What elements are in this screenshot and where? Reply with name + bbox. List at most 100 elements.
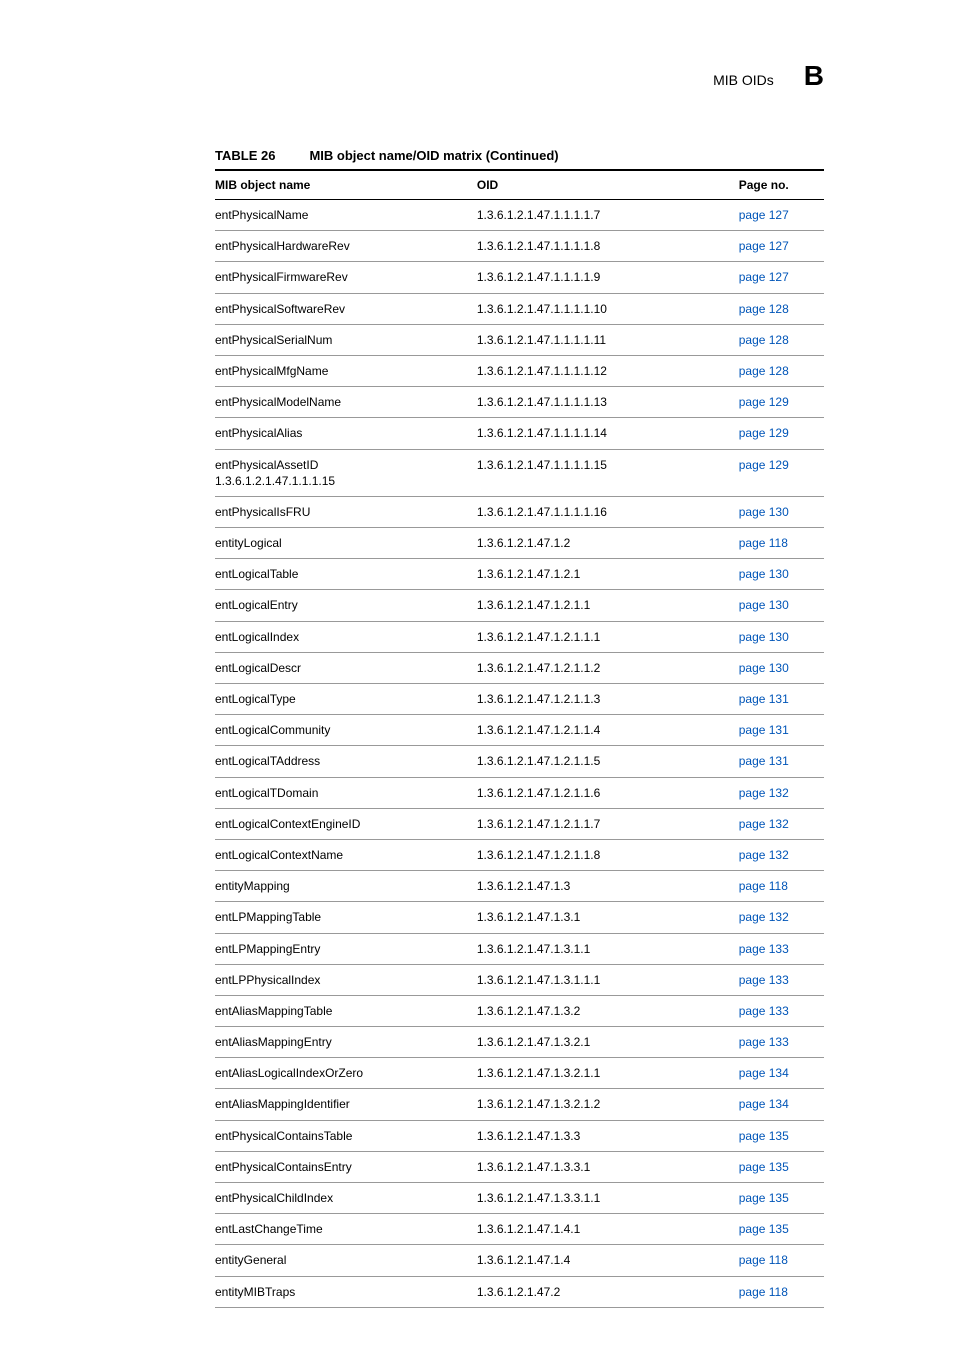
page-link[interactable]: page 132 [739,817,789,831]
cell-mib-name: entLogicalIndex [215,621,477,652]
cell-mib-name: entPhysicalHardwareRev [215,231,477,262]
page-link[interactable]: page 129 [739,426,789,440]
cell-mib-name: entPhysicalName [215,200,477,231]
cell-pageno: page 128 [739,324,824,355]
header-section: MIB OIDs [713,72,774,88]
table-caption: TABLE 26 MIB object name/OID matrix (Con… [215,148,824,163]
page-link[interactable]: page 127 [739,270,789,284]
table-row: entAliasMappingTable1.3.6.1.2.1.47.1.3.2… [215,995,824,1026]
table-title: MIB object name/OID matrix (Continued) [309,148,558,163]
table-body: entPhysicalName1.3.6.1.2.1.47.1.1.1.1.7p… [215,200,824,1308]
page-link[interactable]: page 132 [739,848,789,862]
table-row: entPhysicalModelName1.3.6.1.2.1.47.1.1.1… [215,387,824,418]
page-link[interactable]: page 135 [739,1160,789,1174]
cell-mib-name: entityMapping [215,871,477,902]
cell-oid: 1.3.6.1.2.1.47.1.3 [477,871,739,902]
cell-oid: 1.3.6.1.2.1.47.1.1.1.1.9 [477,262,739,293]
table-row: entLPMappingTable1.3.6.1.2.1.47.1.3.1pag… [215,902,824,933]
page-link[interactable]: page 130 [739,598,789,612]
cell-pageno: page 134 [739,1058,824,1089]
cell-mib-name: entAliasLogicalIndexOrZero [215,1058,477,1089]
cell-mib-name: entPhysicalChildIndex [215,1183,477,1214]
cell-pageno: page 132 [739,777,824,808]
table-row: entLogicalEntry1.3.6.1.2.1.47.1.2.1.1pag… [215,590,824,621]
cell-pageno: page 118 [739,528,824,559]
table-number: TABLE 26 [215,148,275,163]
page-link[interactable]: page 130 [739,661,789,675]
page-link[interactable]: page 118 [739,879,788,893]
page-link[interactable]: page 135 [739,1222,789,1236]
page-link[interactable]: page 133 [739,942,789,956]
cell-pageno: page 135 [739,1151,824,1182]
cell-mib-name: entLogicalDescr [215,652,477,683]
cell-mib-name: entPhysicalIsFRU [215,496,477,527]
page-link[interactable]: page 127 [739,239,789,253]
page-link[interactable]: page 131 [739,754,789,768]
document-page: MIB OIDs B TABLE 26 MIB object name/OID … [0,0,954,1368]
cell-pageno: page 131 [739,746,824,777]
cell-oid: 1.3.6.1.2.1.47.1.1.1.1.8 [477,231,739,262]
cell-oid: 1.3.6.1.2.1.47.1.3.1.1.1 [477,964,739,995]
cell-pageno: page 130 [739,652,824,683]
page-link[interactable]: page 129 [739,458,789,472]
table-row: entPhysicalMfgName1.3.6.1.2.1.47.1.1.1.1… [215,355,824,386]
table-row: entLogicalContextName1.3.6.1.2.1.47.1.2.… [215,839,824,870]
page-link[interactable]: page 132 [739,910,789,924]
mib-oid-table: MIB object name OID Page no. entPhysical… [215,169,824,1308]
table-row: entLogicalIndex1.3.6.1.2.1.47.1.2.1.1.1p… [215,621,824,652]
cell-pageno: page 133 [739,1027,824,1058]
page-link[interactable]: page 133 [739,973,789,987]
page-link[interactable]: page 133 [739,1004,789,1018]
page-header: MIB OIDs B [215,60,824,92]
cell-mib-name: entPhysicalMfgName [215,355,477,386]
cell-oid: 1.3.6.1.2.1.47.1.2.1 [477,559,739,590]
cell-pageno: page 133 [739,995,824,1026]
page-link[interactable]: page 127 [739,208,789,222]
cell-mib-name: entLogicalType [215,684,477,715]
page-link[interactable]: page 128 [739,302,789,316]
table-row: entLPMappingEntry1.3.6.1.2.1.47.1.3.1.1p… [215,933,824,964]
page-link[interactable]: page 131 [739,723,789,737]
page-link[interactable]: page 134 [739,1066,789,1080]
cell-mib-name: entityMIBTraps [215,1276,477,1307]
page-link[interactable]: page 128 [739,364,789,378]
page-link[interactable]: page 118 [739,536,788,550]
table-row: entPhysicalContainsEntry1.3.6.1.2.1.47.1… [215,1151,824,1182]
table-row: entLPPhysicalIndex1.3.6.1.2.1.47.1.3.1.1… [215,964,824,995]
page-link[interactable]: page 134 [739,1097,789,1111]
page-link[interactable]: page 130 [739,630,789,644]
cell-mib-name: entLPPhysicalIndex [215,964,477,995]
page-link[interactable]: page 130 [739,505,789,519]
cell-oid: 1.3.6.1.2.1.47.1.3.1.1 [477,933,739,964]
cell-pageno: page 131 [739,715,824,746]
table-row: entPhysicalContainsTable1.3.6.1.2.1.47.1… [215,1120,824,1151]
table-row: entPhysicalSerialNum1.3.6.1.2.1.47.1.1.1… [215,324,824,355]
cell-pageno: page 118 [739,871,824,902]
cell-mib-name: entPhysicalSerialNum [215,324,477,355]
cell-pageno: page 127 [739,231,824,262]
page-link[interactable]: page 131 [739,692,789,706]
page-link[interactable]: page 133 [739,1035,789,1049]
page-link[interactable]: page 118 [739,1285,788,1299]
cell-mib-name: entLogicalTAddress [215,746,477,777]
cell-mib-name: entLPMappingTable [215,902,477,933]
cell-mib-name: entLogicalContextName [215,839,477,870]
cell-oid: 1.3.6.1.2.1.47.1.2 [477,528,739,559]
page-link[interactable]: page 128 [739,333,789,347]
cell-mib-name: entPhysicalFirmwareRev [215,262,477,293]
cell-oid: 1.3.6.1.2.1.47.1.2.1.1 [477,590,739,621]
cell-oid: 1.3.6.1.2.1.47.1.1.1.1.11 [477,324,739,355]
page-link[interactable]: page 130 [739,567,789,581]
table-row: entLogicalTDomain1.3.6.1.2.1.47.1.2.1.1.… [215,777,824,808]
page-link[interactable]: page 132 [739,786,789,800]
page-link[interactable]: page 135 [739,1129,789,1143]
table-row: entPhysicalHardwareRev1.3.6.1.2.1.47.1.1… [215,231,824,262]
cell-oid: 1.3.6.1.2.1.47.2 [477,1276,739,1307]
page-link[interactable]: page 118 [739,1253,788,1267]
page-link[interactable]: page 135 [739,1191,789,1205]
page-link[interactable]: page 129 [739,395,789,409]
cell-mib-name: entLogicalContextEngineID [215,808,477,839]
cell-oid: 1.3.6.1.2.1.47.1.1.1.1.15 [477,449,739,496]
cell-pageno: page 132 [739,808,824,839]
cell-oid: 1.3.6.1.2.1.47.1.2.1.1.7 [477,808,739,839]
